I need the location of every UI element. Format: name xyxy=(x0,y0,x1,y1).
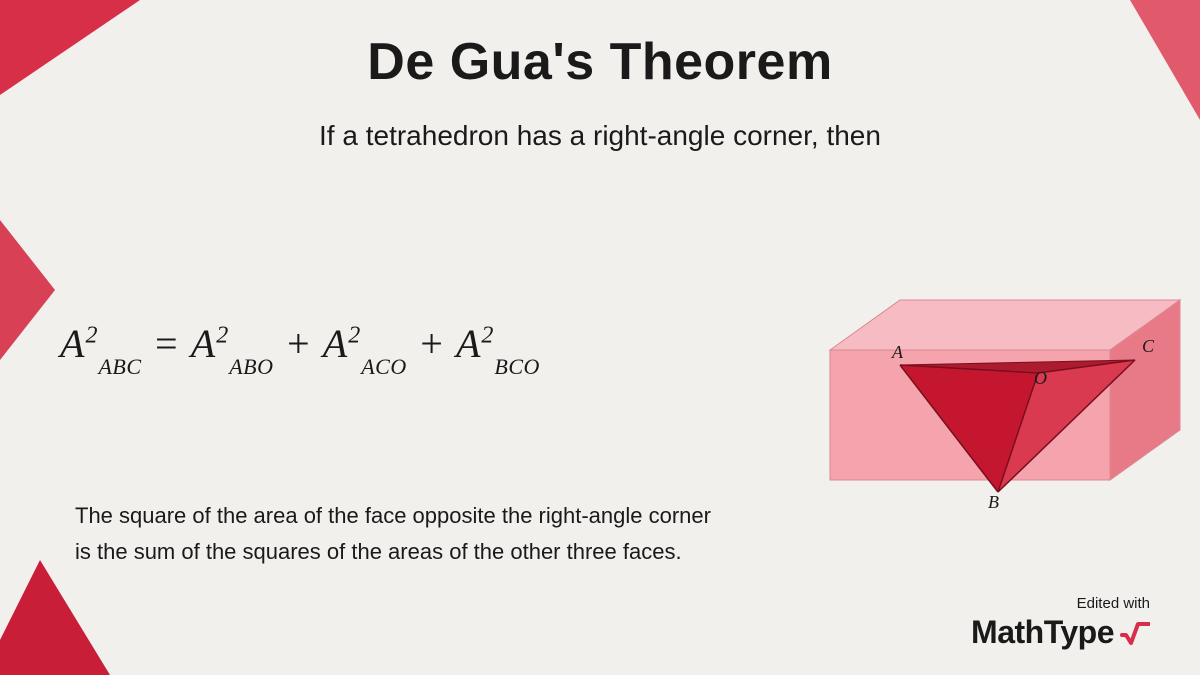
formula-lhs-sup: 2 xyxy=(85,323,98,349)
sqrt-icon xyxy=(1120,620,1150,646)
description-line2: is the sum of the squares of the areas o… xyxy=(75,534,711,570)
formula-t2-sup: 2 xyxy=(348,323,361,349)
vertex-a: A xyxy=(892,342,903,363)
tetrahedron-diagram: A O C B xyxy=(770,260,1170,520)
corner-triangle-tr xyxy=(0,0,1200,130)
formula-plus2: + xyxy=(418,321,456,366)
formula-t1-base: A xyxy=(191,321,216,366)
logo: Edited with MathType xyxy=(971,595,1150,651)
formula-t2-sub: ACO xyxy=(361,354,407,379)
vertex-o: O xyxy=(1034,368,1047,389)
description-line1: The square of the area of the face oppos… xyxy=(75,498,711,534)
vertex-b: B xyxy=(988,492,999,513)
formula-t2-base: A xyxy=(323,321,348,366)
vertex-c: C xyxy=(1142,336,1154,357)
formula-eq: = xyxy=(153,321,191,366)
brand-name: MathType xyxy=(971,614,1114,651)
description: The square of the area of the face oppos… xyxy=(75,498,711,571)
formula-t3-base: A xyxy=(456,321,481,366)
formula-lhs-base: A xyxy=(60,321,85,366)
formula-t3-sup: 2 xyxy=(481,323,494,349)
formula: A2ABC = A2ABO + A2ACO + A2BCO xyxy=(60,320,540,372)
formula-t3-sub: BCO xyxy=(494,354,540,379)
formula-plus1: + xyxy=(284,321,322,366)
formula-lhs-sub: ABC xyxy=(98,354,141,379)
edited-with-label: Edited with xyxy=(971,595,1150,612)
formula-t1-sup: 2 xyxy=(216,323,229,349)
formula-t1-sub: ABO xyxy=(229,354,273,379)
